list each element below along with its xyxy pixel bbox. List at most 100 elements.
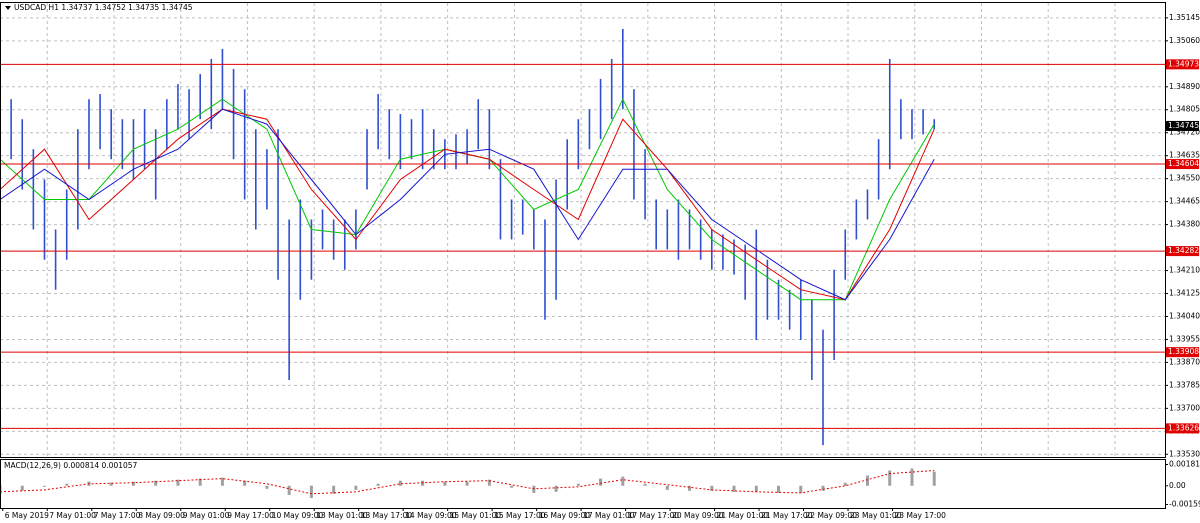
level-label: 1.34973 bbox=[1168, 59, 1199, 68]
macd-bar bbox=[665, 485, 669, 490]
y-tick-label: 0.00 bbox=[1169, 481, 1186, 490]
x-tick-label: 22 May 09:00 bbox=[806, 511, 858, 520]
macd-bar bbox=[20, 485, 24, 491]
level-label-box bbox=[1166, 423, 1199, 434]
macd-bar bbox=[754, 485, 758, 492]
macd-panel-border bbox=[0, 459, 1166, 509]
macd-bar bbox=[910, 468, 914, 486]
y-tick-label: 1.34465 bbox=[1169, 197, 1200, 206]
y-tick-label: 1.34210 bbox=[1169, 266, 1200, 275]
macd-bar bbox=[888, 470, 892, 486]
macd-bar bbox=[398, 480, 402, 486]
macd-bar bbox=[309, 485, 313, 498]
level-label-box bbox=[1166, 59, 1199, 70]
macd-bar bbox=[732, 485, 736, 492]
macd-bar bbox=[287, 485, 291, 495]
macd-bar bbox=[777, 485, 781, 493]
y-tick-label: 1.34805 bbox=[1169, 105, 1200, 114]
y-tick-label: 1.34125 bbox=[1169, 289, 1200, 298]
level-label-box bbox=[1166, 347, 1199, 358]
x-tick-label: 17 May 17:00 bbox=[628, 511, 680, 520]
x-tick-label: 13 May 01:00 bbox=[316, 511, 368, 520]
x-tick-label: 20 May 09:00 bbox=[672, 511, 724, 520]
last-price-box bbox=[1166, 120, 1199, 131]
y-tick-label: 1.34720 bbox=[1169, 128, 1200, 137]
level-label: 1.34604 bbox=[1168, 159, 1199, 168]
level-label: 1.33908 bbox=[1168, 347, 1199, 356]
y-tick-label: 1.33530 bbox=[1169, 449, 1200, 458]
macd-bar bbox=[554, 485, 558, 492]
macd-bar bbox=[510, 485, 514, 488]
x-tick-label: 7 May 17:00 bbox=[94, 511, 141, 520]
level-label-box bbox=[1166, 159, 1199, 170]
y-tick-label: 1.35145 bbox=[1169, 13, 1200, 22]
x-tick-label: 23 May 17:00 bbox=[895, 511, 947, 520]
x-tick-label: 21 May 01:00 bbox=[717, 511, 769, 520]
y-tick-label: 1.34040 bbox=[1169, 311, 1200, 320]
macd-title: MACD(12,26,9) 0.000814 0.001057 bbox=[4, 461, 138, 470]
y-tick-label: 1.34635 bbox=[1169, 151, 1200, 160]
y-tick-label: -0.001599 bbox=[1169, 499, 1200, 508]
macd-bar bbox=[621, 476, 625, 486]
level-label-box bbox=[1166, 246, 1199, 257]
x-tick-label: 10 May 09:00 bbox=[272, 511, 324, 520]
macd-bar bbox=[643, 483, 647, 486]
macd-bar bbox=[799, 485, 803, 493]
x-tick-label: 15 May 01:00 bbox=[450, 511, 502, 520]
macd-bar bbox=[332, 485, 336, 494]
macd-bar bbox=[265, 485, 269, 489]
chart-title: USDCAD,H1 1.34737 1.34752 1.34735 1.3474… bbox=[14, 3, 193, 12]
y-tick-label: 1.34380 bbox=[1169, 220, 1200, 229]
y-tick-label: 1.35060 bbox=[1169, 36, 1200, 45]
menu-arrow[interactable] bbox=[5, 6, 11, 10]
macd-bar bbox=[487, 479, 491, 486]
macd-bar bbox=[154, 480, 158, 486]
macd-bar bbox=[109, 482, 113, 486]
macd-bar bbox=[710, 485, 714, 491]
x-tick-label: 14 May 09:00 bbox=[405, 511, 457, 520]
last-price-label: 1.34745 bbox=[1168, 121, 1199, 130]
macd-bar bbox=[376, 483, 380, 486]
macd-bar bbox=[576, 483, 580, 486]
x-tick-label: 23 May 01:00 bbox=[850, 511, 902, 520]
x-tick-label: 7 May 01:00 bbox=[49, 511, 96, 520]
moving-average bbox=[0, 108, 935, 301]
macd-bar bbox=[443, 481, 447, 486]
macd-bar bbox=[220, 477, 224, 486]
y-tick-label: 1.33955 bbox=[1169, 334, 1200, 343]
macd-bar bbox=[354, 485, 358, 490]
y-tick-label: 1.33870 bbox=[1169, 357, 1200, 366]
macd-bar bbox=[932, 471, 936, 486]
macd-bar bbox=[243, 480, 247, 486]
x-tick-label: 21 May 17:00 bbox=[761, 511, 813, 520]
x-tick-label: 9 May 17:00 bbox=[227, 511, 274, 520]
y-tick-label: 1.33785 bbox=[1169, 380, 1200, 389]
macd-bar bbox=[865, 475, 869, 486]
x-tick-label: 15 May 17:00 bbox=[494, 511, 546, 520]
y-tick-label: 0.001817 bbox=[1169, 459, 1200, 468]
x-tick-label: 16 May 09:00 bbox=[539, 511, 591, 520]
x-tick-label: 13 May 17:00 bbox=[361, 511, 413, 520]
macd-bar bbox=[198, 478, 202, 486]
macd-bar bbox=[599, 478, 603, 486]
y-tick-label: 1.34550 bbox=[1169, 174, 1200, 183]
signal-line bbox=[0, 470, 935, 495]
y-tick-label: 1.33700 bbox=[1169, 403, 1200, 412]
macd-bar bbox=[843, 482, 847, 486]
macd-bar bbox=[465, 481, 469, 486]
macd-bar bbox=[821, 485, 825, 491]
level-label: 1.34282 bbox=[1168, 246, 1199, 255]
macd-bar bbox=[65, 483, 69, 486]
macd-bar bbox=[131, 481, 135, 486]
x-tick-label: 9 May 01:00 bbox=[183, 511, 230, 520]
macd-bar bbox=[176, 479, 180, 486]
level-label: 1.33626 bbox=[1168, 423, 1199, 432]
price-panel-border bbox=[0, 2, 1166, 458]
x-tick-label: 8 May 09:00 bbox=[138, 511, 185, 520]
x-tick-label: 6 May 2019 bbox=[5, 511, 49, 520]
macd-bar bbox=[688, 485, 692, 491]
macd-bar bbox=[42, 485, 46, 487]
macd-bar bbox=[532, 485, 536, 493]
